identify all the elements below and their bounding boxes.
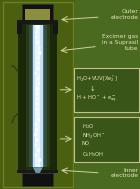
Text: NH$_2$OH$^\bullet$: NH$_2$OH$^\bullet$ (82, 132, 105, 141)
Circle shape (36, 139, 38, 141)
Circle shape (37, 113, 39, 115)
Circle shape (39, 159, 41, 162)
FancyBboxPatch shape (50, 24, 57, 170)
FancyBboxPatch shape (0, 0, 75, 189)
Text: NO: NO (82, 141, 90, 146)
Text: Outer
electrode: Outer electrode (111, 9, 139, 20)
FancyBboxPatch shape (24, 9, 50, 20)
Text: C$_6$H$_5$OH: C$_6$H$_5$OH (82, 150, 104, 159)
FancyBboxPatch shape (26, 25, 50, 167)
FancyBboxPatch shape (32, 25, 44, 167)
Circle shape (37, 41, 39, 44)
Circle shape (38, 62, 39, 64)
Polygon shape (33, 167, 43, 173)
FancyBboxPatch shape (75, 0, 140, 189)
Text: H$_2$O+VUV[Xe$_2^*$]: H$_2$O+VUV[Xe$_2^*$] (76, 73, 118, 84)
Circle shape (35, 154, 37, 156)
FancyBboxPatch shape (74, 68, 139, 112)
FancyBboxPatch shape (22, 173, 53, 186)
FancyBboxPatch shape (17, 20, 58, 24)
Circle shape (38, 57, 39, 59)
FancyBboxPatch shape (35, 25, 40, 167)
Text: Excimer gas
in a Suprasil
tube: Excimer gas in a Suprasil tube (102, 34, 139, 51)
FancyBboxPatch shape (17, 23, 22, 34)
FancyBboxPatch shape (29, 25, 47, 167)
Circle shape (37, 77, 39, 80)
Circle shape (36, 87, 39, 90)
Circle shape (39, 47, 40, 49)
Text: H + HO$^\bullet$ + e$^-_{aq}$: H + HO$^\bullet$ + e$^-_{aq}$ (76, 93, 117, 104)
Circle shape (37, 67, 39, 70)
FancyBboxPatch shape (34, 25, 42, 167)
Circle shape (35, 73, 36, 74)
Circle shape (35, 133, 37, 136)
FancyBboxPatch shape (52, 23, 58, 34)
Circle shape (36, 103, 38, 105)
FancyBboxPatch shape (18, 24, 26, 170)
Circle shape (36, 108, 38, 111)
Circle shape (35, 144, 37, 146)
Circle shape (38, 164, 40, 167)
Circle shape (35, 123, 37, 126)
Circle shape (36, 32, 38, 33)
Circle shape (36, 128, 38, 131)
FancyBboxPatch shape (26, 24, 50, 170)
Circle shape (38, 118, 39, 121)
Circle shape (36, 93, 38, 95)
FancyBboxPatch shape (74, 117, 139, 162)
Text: H$_2$O: H$_2$O (82, 122, 94, 131)
Text: Inner
electrode: Inner electrode (111, 167, 139, 178)
Circle shape (38, 51, 41, 54)
Text: $\downarrow$: $\downarrow$ (88, 84, 95, 93)
Circle shape (35, 36, 37, 39)
Circle shape (37, 26, 39, 29)
Circle shape (37, 149, 40, 152)
Circle shape (37, 98, 38, 100)
FancyBboxPatch shape (22, 4, 53, 22)
Circle shape (38, 82, 40, 85)
FancyBboxPatch shape (33, 25, 43, 167)
FancyBboxPatch shape (17, 170, 58, 173)
